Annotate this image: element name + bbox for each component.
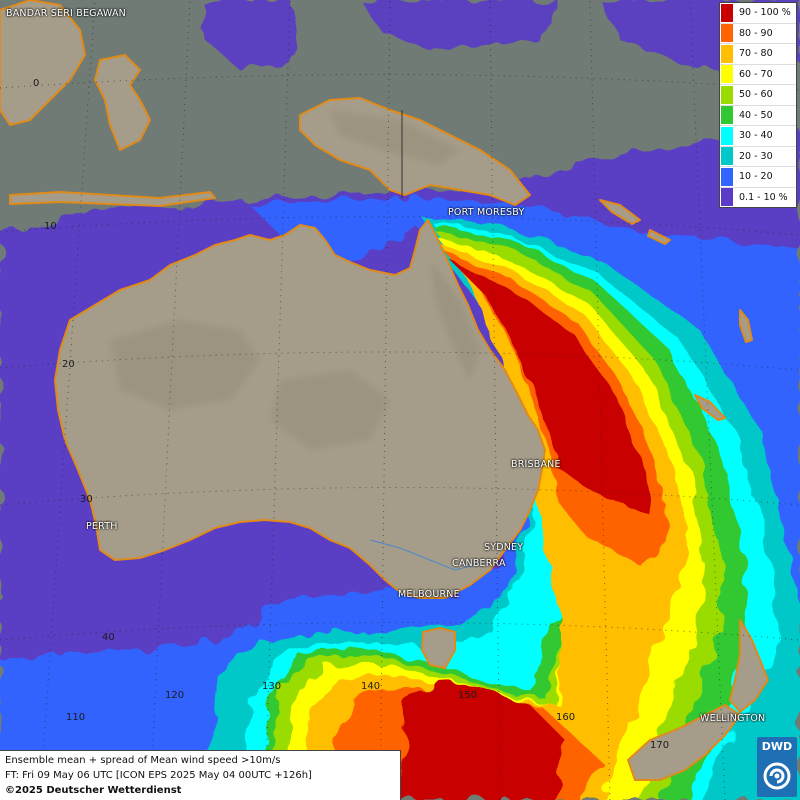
legend-swatch <box>721 3 733 22</box>
lon-label-110: 110 <box>66 712 86 723</box>
new-caledonia-landmass <box>694 394 726 421</box>
legend-label: 60 - 70 <box>739 68 773 80</box>
legend-row: 40 - 50 <box>720 106 796 126</box>
legend-row: 80 - 90 <box>720 24 796 44</box>
legend-row: 20 - 30 <box>720 147 796 167</box>
lat-label-20: 20 <box>62 359 75 370</box>
vanuatu-islands <box>739 309 753 343</box>
probability-legend: 90 - 100 % 80 - 90 70 - 80 60 - 70 50 - … <box>719 2 797 208</box>
legend-swatch <box>721 188 733 207</box>
dwd-logo: DWD <box>757 737 797 797</box>
city-label-port-moresby: PORT MORESBY <box>448 207 525 218</box>
legend-label: 20 - 30 <box>739 150 773 162</box>
legend-label: 40 - 50 <box>739 109 773 121</box>
legend-label: 80 - 90 <box>739 27 773 39</box>
city-label-bandar-seri-begawan: BANDAR SERI BEGAWAN <box>6 8 126 19</box>
legend-label: 0.1 - 10 % <box>739 191 788 203</box>
city-label-wellington: WELLINGTON <box>700 713 766 724</box>
legend-swatch <box>721 126 733 145</box>
lat-label-30: 30 <box>80 494 93 505</box>
legend-label: 90 - 100 % <box>739 7 791 19</box>
lesser-sunda-islands <box>9 191 216 207</box>
lon-label-140: 140 <box>361 681 381 692</box>
legend-swatch <box>721 24 733 43</box>
legend-row: 70 - 80 <box>720 44 796 65</box>
legend-row: 90 - 100 % <box>720 3 796 24</box>
lon-label-160: 160 <box>556 712 576 723</box>
legend-swatch <box>721 85 733 104</box>
copyright-notice: ©2025 Deutscher Wetterdienst <box>5 785 182 796</box>
lon-label-130: 130 <box>262 681 282 692</box>
lat-label-0: 0 <box>33 78 40 89</box>
borneo-landmass <box>0 0 86 126</box>
legend-swatch <box>721 44 733 63</box>
city-label-canberra: CANBERRA <box>452 558 506 569</box>
forecast-info-box: Ensemble mean + spread of Mean wind spee… <box>0 750 401 800</box>
product-description: Ensemble mean + spread of Mean wind spee… <box>5 755 281 766</box>
legend-label: 30 - 40 <box>739 130 773 142</box>
legend-row: 10 - 20 <box>720 167 796 188</box>
sulawesi-landmass <box>94 54 151 151</box>
swirl-icon <box>763 762 791 790</box>
tasmania-landmass <box>421 627 456 669</box>
lat-label-10: 10 <box>44 221 57 232</box>
dwd-logo-text: DWD <box>761 740 793 753</box>
city-label-melbourne: MELBOURNE <box>398 589 460 600</box>
legend-row: 0.1 - 10 % <box>720 188 796 208</box>
legend-row: 60 - 70 <box>720 65 796 85</box>
city-label-brisbane: BRISBANE <box>511 459 561 470</box>
forecast-time: FT: Fri 09 May 06 UTC [ICON EPS 2025 May… <box>5 770 312 781</box>
legend-row: 50 - 60 <box>720 85 796 106</box>
prob-band-0-10-north <box>200 0 800 70</box>
lon-label-150: 150 <box>458 690 478 701</box>
legend-swatch <box>721 167 733 186</box>
legend-label: 50 - 60 <box>739 89 773 101</box>
nz-south-island <box>627 704 741 781</box>
terrain-shading <box>110 110 480 450</box>
nz-north-island <box>729 619 769 713</box>
city-label-sydney: SYDNEY <box>484 542 524 553</box>
city-label-perth: PERTH <box>86 521 118 532</box>
murray-river <box>369 539 476 571</box>
legend-swatch <box>721 106 733 125</box>
legend-swatch <box>721 147 733 166</box>
legend-row: 30 - 40 <box>720 126 796 147</box>
prob-band-90-100 <box>400 262 655 800</box>
legend-label: 70 - 80 <box>739 48 773 60</box>
legend-label: 10 - 20 <box>739 171 773 183</box>
lat-label-40: 40 <box>102 632 115 643</box>
lon-label-170: 170 <box>650 740 670 751</box>
lon-label-120: 120 <box>165 690 185 701</box>
solomon-islands <box>599 199 671 245</box>
legend-swatch <box>721 65 733 84</box>
